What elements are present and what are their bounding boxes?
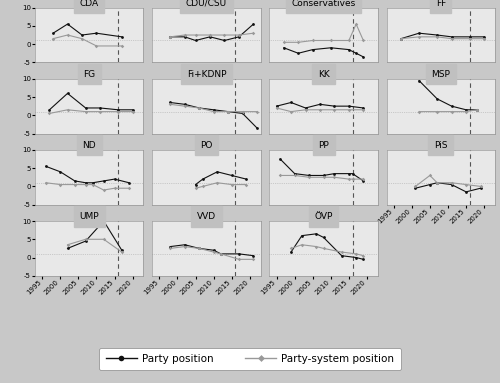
Title: MSP: MSP (432, 70, 450, 79)
Title: FG: FG (83, 70, 96, 79)
Title: PO: PO (200, 141, 212, 150)
Title: ND: ND (82, 141, 96, 150)
Legend: Party position, Party-system position: Party position, Party-system position (100, 348, 401, 370)
Title: CDU/CSU: CDU/CSU (186, 0, 227, 8)
Title: ÖVP: ÖVP (314, 212, 333, 221)
Title: UMP: UMP (80, 212, 99, 221)
Title: Conservatives: Conservatives (292, 0, 356, 8)
Title: KK: KK (318, 70, 330, 79)
Title: VVD: VVD (197, 212, 216, 221)
Title: FF: FF (436, 0, 446, 8)
Title: CDA: CDA (80, 0, 99, 8)
Title: PiS: PiS (434, 141, 448, 150)
Title: Fi+KDNP: Fi+KDNP (186, 70, 226, 79)
Title: PP: PP (318, 141, 329, 150)
